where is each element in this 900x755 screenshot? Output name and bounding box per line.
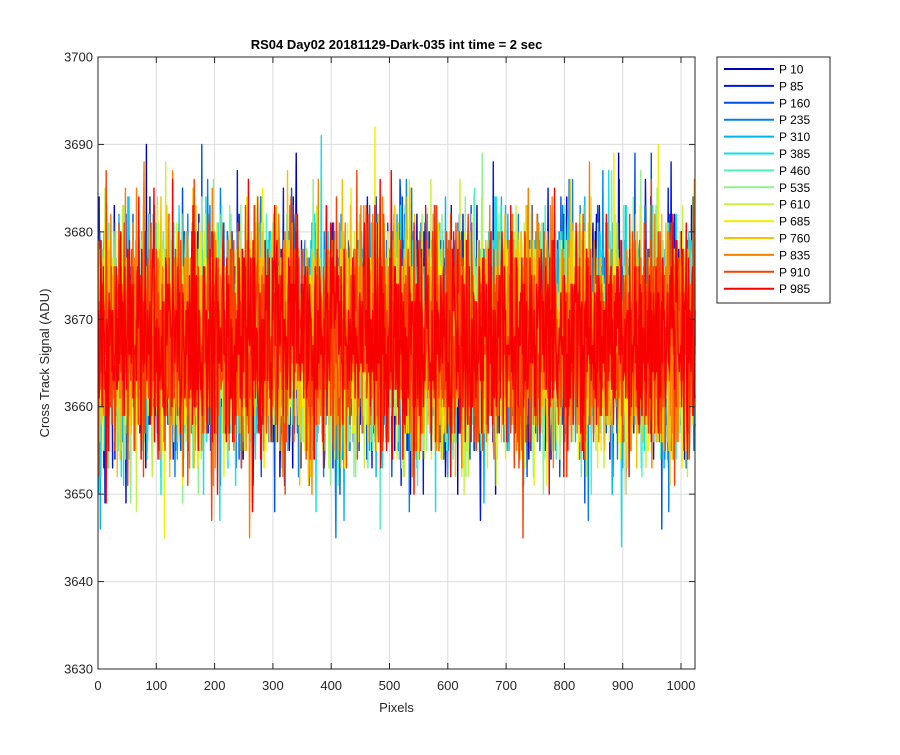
x-tick-label: 600 xyxy=(437,678,459,693)
plot-frame xyxy=(97,56,696,670)
x-tick-label: 200 xyxy=(204,678,226,693)
x-tick-label: 100 xyxy=(145,678,167,693)
x-tick-label: 700 xyxy=(495,678,517,693)
legend-entry: P 160 xyxy=(779,96,810,110)
y-tick-label: 3640 xyxy=(64,574,93,589)
legend-entry: P 460 xyxy=(779,164,810,178)
legend-entry: P 685 xyxy=(779,215,810,229)
legend-entry: P 85 xyxy=(779,79,804,93)
legend-entry: P 310 xyxy=(779,130,810,144)
legend-entry: P 610 xyxy=(779,198,810,212)
chart-title: RS04 Day02 20181129-Dark-035 int time = … xyxy=(251,37,543,52)
x-tick-label: 500 xyxy=(379,678,401,693)
series-layer xyxy=(97,126,696,548)
y-tick-label: 3680 xyxy=(64,224,93,239)
legend-box xyxy=(716,56,831,304)
legend-entry: P 835 xyxy=(779,248,810,262)
x-tick-label: 300 xyxy=(262,678,284,693)
x-tick-label: 900 xyxy=(612,678,634,693)
legend-entry: P 235 xyxy=(779,113,810,127)
legend-entry: P 385 xyxy=(779,147,810,161)
y-tick-label: 3630 xyxy=(64,662,93,677)
x-tick-label: 1000 xyxy=(667,678,696,693)
x-axis-label: Pixels xyxy=(379,700,414,715)
legend-entry: P 760 xyxy=(779,232,810,246)
y-tick-label: 3660 xyxy=(64,399,93,414)
y-tick-label: 3700 xyxy=(64,50,93,65)
x-tick-label: 0 xyxy=(94,678,101,693)
legend-entry: P 10 xyxy=(779,63,804,77)
series-line-p985 xyxy=(97,169,696,513)
legend-entry: P 985 xyxy=(779,282,810,296)
legend: P 10 P 85 P 160 P 235 P 310 P 385 P 460 P 535 P … xyxy=(716,56,831,304)
x-tick-label: 800 xyxy=(554,678,576,693)
x-tick-label: 400 xyxy=(320,678,342,693)
tick-layer: 0 100 200 300 400 500 600 700 800 900 1000 3630 3640… xyxy=(64,50,695,694)
y-tick-label: 3670 xyxy=(64,312,93,327)
y-axis-label: Cross Track Signal (ADU) xyxy=(37,289,52,438)
legend-entry: P 910 xyxy=(779,265,810,279)
y-tick-label: 3650 xyxy=(64,487,93,502)
y-tick-label: 3690 xyxy=(64,137,93,152)
legend-entry: P 535 xyxy=(779,181,810,195)
